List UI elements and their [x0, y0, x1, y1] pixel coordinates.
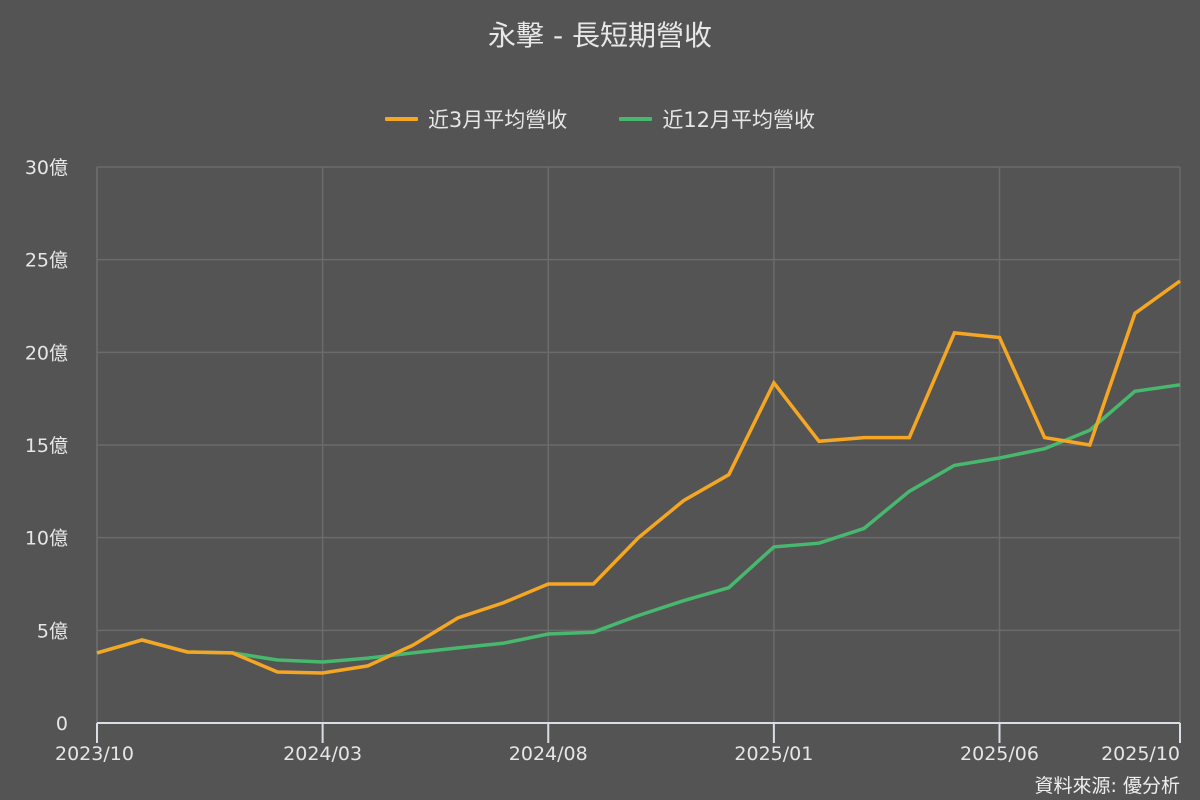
legend-item-3m[interactable]: 近3月平均營收: [384, 104, 568, 134]
y-tick-label: 30億: [25, 157, 68, 179]
x-tick-label: 2023/10: [55, 743, 134, 765]
y-tick-label: 5億: [37, 620, 68, 642]
series-line[interactable]: [96, 279, 1182, 675]
source-credit: 資料來源: 優分析: [1034, 775, 1180, 797]
x-tick-label: 2024/03: [283, 743, 362, 765]
gridlines: [96, 166, 1181, 723]
x-tick-label: 2024/08: [509, 743, 588, 765]
series-lines: [96, 279, 1182, 675]
y-tick-label: 0: [56, 713, 68, 735]
chart-title: 永擊 - 長短期營收: [488, 19, 712, 52]
legend-label: 近12月平均營收: [662, 108, 816, 132]
y-axis: 0 5億 10億 15億 20億 25億 30億: [25, 157, 68, 735]
x-tick-label: 2025/06: [960, 743, 1039, 765]
series-line[interactable]: [96, 383, 1181, 664]
y-tick-label: 10億: [25, 528, 68, 550]
legend: 近3月平均營收 近12月平均營收: [0, 104, 1200, 134]
y-tick-label: 15億: [25, 435, 68, 457]
x-axis: 2023/10 2024/03 2024/08 2025/01 2025/06 2025/…: [55, 722, 1181, 765]
legend-item-12m[interactable]: 近12月平均營收: [619, 104, 815, 134]
x-tick-label: 2025/01: [734, 743, 813, 765]
legend-line-icon: [619, 117, 653, 121]
legend-label: 近3月平均營收: [427, 108, 568, 132]
y-tick-label: 25億: [25, 250, 68, 272]
legend-line-icon: [384, 117, 418, 121]
x-tick-label: 2025/10: [1101, 743, 1180, 765]
y-tick-label: 20億: [25, 342, 68, 364]
